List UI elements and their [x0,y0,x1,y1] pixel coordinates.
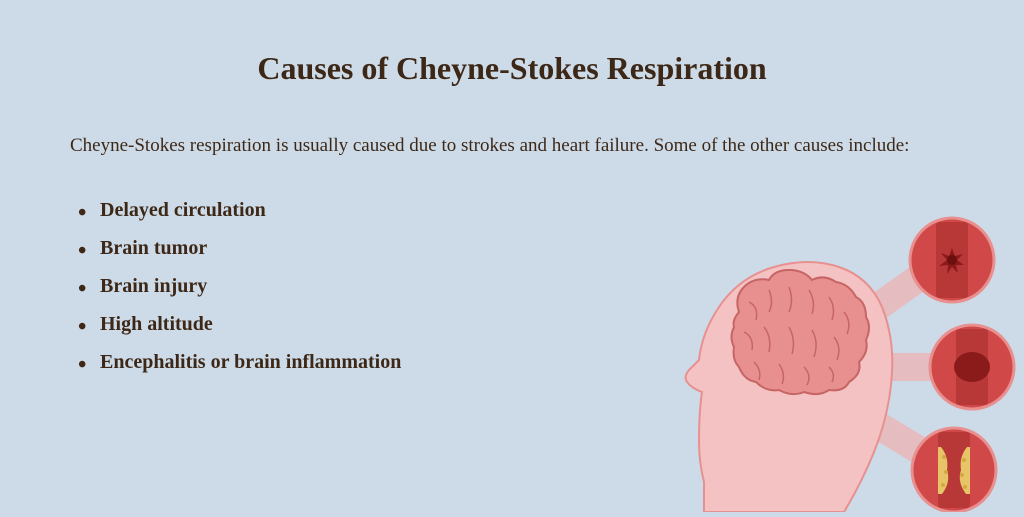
brain-illustration [644,212,1024,512]
page-title: Causes of Cheyne-Stokes Respiration [70,50,954,87]
intro-text: Cheyne-Stokes respiration is usually cau… [70,132,950,161]
